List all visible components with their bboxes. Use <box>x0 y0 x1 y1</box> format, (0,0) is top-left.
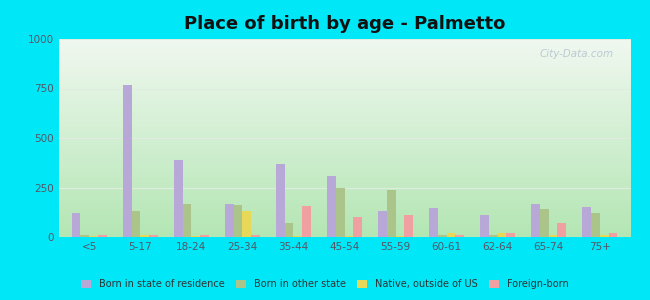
Bar <box>396 236 404 237</box>
Bar <box>549 235 558 237</box>
Bar <box>600 235 608 237</box>
Legend: Born in state of residence, Born in other state, Native, outside of US, Foreign-: Born in state of residence, Born in othe… <box>79 276 571 292</box>
Bar <box>404 215 413 237</box>
Bar <box>327 176 336 237</box>
Bar <box>336 188 344 237</box>
Title: Place of birth by age - Palmetto: Place of birth by age - Palmetto <box>184 15 505 33</box>
Bar <box>532 204 540 237</box>
Bar <box>89 236 98 237</box>
Bar <box>234 205 242 237</box>
Bar <box>344 236 353 237</box>
Bar <box>447 233 455 237</box>
Bar <box>81 235 89 237</box>
Bar <box>123 85 131 237</box>
Bar <box>302 206 311 237</box>
Bar <box>387 190 396 237</box>
Bar <box>242 211 251 237</box>
Bar <box>489 235 498 237</box>
Bar <box>276 164 285 237</box>
Bar <box>98 235 107 237</box>
Bar <box>149 235 157 237</box>
Bar <box>455 235 464 237</box>
Bar <box>293 236 302 237</box>
Bar <box>498 233 506 237</box>
Bar <box>438 235 447 237</box>
Bar <box>191 236 200 237</box>
Bar <box>540 209 549 237</box>
Bar <box>131 211 140 237</box>
Bar <box>183 204 191 237</box>
Bar <box>608 233 618 237</box>
Text: City-Data.com: City-Data.com <box>540 49 614 59</box>
Bar <box>285 223 293 237</box>
Bar <box>480 215 489 237</box>
Bar <box>72 213 81 237</box>
Bar <box>378 211 387 237</box>
Bar <box>225 204 234 237</box>
Bar <box>558 223 566 237</box>
Bar <box>140 235 149 237</box>
Bar <box>353 217 362 237</box>
Bar <box>591 213 600 237</box>
Bar <box>251 235 260 237</box>
Bar <box>506 233 515 237</box>
Bar <box>582 207 591 237</box>
Bar <box>174 160 183 237</box>
Bar <box>200 235 209 237</box>
Bar <box>429 208 438 237</box>
